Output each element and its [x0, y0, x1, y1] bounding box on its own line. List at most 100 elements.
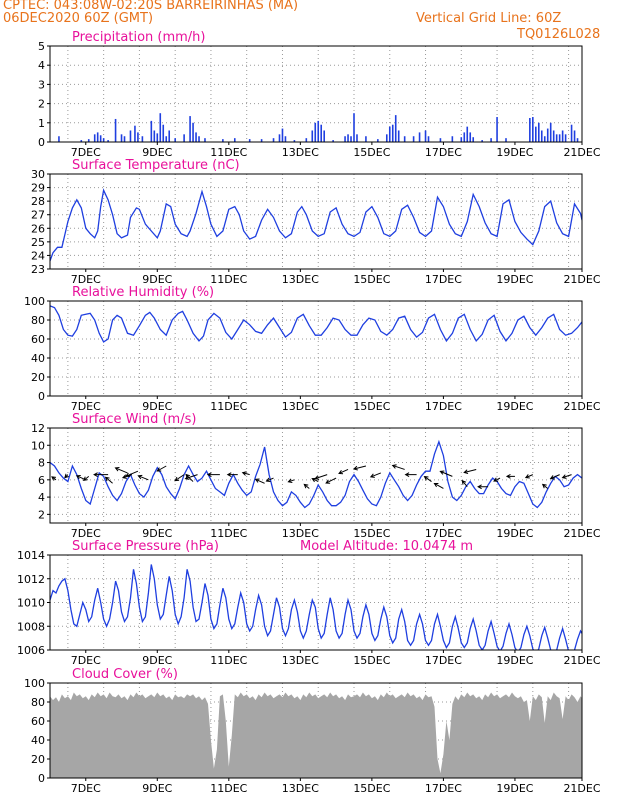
x-tick-label: 11DEC	[210, 146, 247, 159]
wind-vector	[93, 472, 109, 477]
x-tick-label: 11DEC	[210, 654, 247, 667]
wind-vector	[477, 484, 489, 490]
x-tick-label: 21DEC	[563, 527, 600, 540]
precip-bar	[311, 130, 314, 142]
y-tick-label: 1008	[17, 620, 45, 633]
precip-bar	[189, 116, 191, 142]
x-tick-label: 7DEC	[71, 654, 101, 667]
rh-line	[50, 305, 582, 343]
x-tick-label: 17DEC	[425, 527, 462, 540]
precip-bar	[469, 132, 472, 142]
precip-bar	[573, 130, 576, 142]
model-id: TQ0126L028	[517, 27, 601, 42]
panel-title: Cloud Cover (%)	[72, 667, 178, 682]
wind-vector	[104, 476, 113, 484]
precip-bar	[552, 130, 555, 142]
precip-bar	[463, 132, 466, 142]
y-tick-label: 0	[38, 390, 45, 403]
vertical-grid-note: Vertical Grid Line: 60Z	[416, 11, 562, 26]
precip-bar	[153, 130, 156, 142]
x-tick-label: 17DEC	[425, 400, 462, 413]
precip-bar	[204, 138, 206, 142]
precip-bar	[93, 134, 96, 142]
x-tick-label: 21DEC	[563, 146, 600, 159]
wind-vector	[352, 465, 367, 471]
y-tick-label: 1006	[17, 644, 45, 657]
y-tick-label: 80	[31, 696, 45, 709]
y-tick-label: 4	[38, 491, 45, 504]
wind-vector	[64, 473, 69, 479]
precip-bar	[350, 136, 352, 142]
y-tick-label: 2	[38, 98, 45, 111]
precip-bar	[168, 130, 171, 142]
y-tick-label: 26	[31, 222, 45, 235]
precip-bar	[102, 138, 105, 142]
y-tick-label: 60	[31, 715, 45, 728]
x-tick-label: 21DEC	[563, 782, 600, 795]
y-tick-label: 0	[38, 772, 45, 785]
y-tick-label: 1012	[17, 573, 45, 586]
cloud-panel: 0 20 40 60 80 100 7DEC 9DEC 11DEC 13DEC 15DEC 17DEC…	[24, 667, 601, 795]
x-tick-label: 15DEC	[353, 400, 390, 413]
precip-bar	[564, 134, 567, 142]
wind-vector	[338, 468, 349, 475]
x-tick-label: 15DEC	[353, 654, 390, 667]
wind-vector	[541, 483, 549, 489]
y-tick-label: 29	[31, 182, 45, 195]
rh-panel: 0 20 40 60 80 100 7DEC 9DEC 11DEC 13DEC 15DEC 17DEC…	[24, 285, 601, 413]
precip-bar	[356, 134, 358, 142]
wind-vector	[561, 474, 572, 479]
wind-vector	[287, 478, 295, 484]
wind-vector	[82, 475, 90, 482]
y-tick-label: 10	[31, 439, 45, 452]
y-tick-label: 28	[31, 195, 45, 208]
x-tick-label: 9DEC	[142, 654, 172, 667]
y-tick-label: 25	[31, 236, 45, 249]
x-tick-label: 9DEC	[142, 527, 172, 540]
precip-bar	[347, 134, 349, 142]
wind-panel: 2 4 6 8 10 12 7DEC 9DEC 11DEC 13DEC 15DEC 17DEC 19DE…	[31, 412, 601, 540]
wind-vector	[314, 474, 328, 480]
wind-vector	[325, 477, 337, 484]
precip-bar	[99, 135, 102, 142]
x-tick-label: 9DEC	[142, 146, 172, 159]
precip-bar	[529, 118, 531, 142]
precip-bar	[365, 136, 367, 142]
precip-bar	[332, 140, 334, 142]
precip-bar	[561, 130, 564, 142]
precip-bar	[555, 134, 558, 142]
y-tick-label: 100	[24, 677, 45, 690]
precip-bar	[546, 128, 549, 142]
precip-bar	[278, 134, 281, 142]
precip-bar	[137, 132, 139, 142]
x-tick-label: 17DEC	[425, 273, 462, 286]
temp-line	[50, 188, 582, 262]
x-tick-label: 15DEC	[353, 527, 390, 540]
precip-bar	[183, 134, 185, 142]
x-tick-label: 19DEC	[496, 273, 533, 286]
precip-bar	[114, 118, 117, 142]
precip-bar	[532, 117, 534, 142]
x-tick-label: 15DEC	[353, 273, 390, 286]
y-tick-label: 1	[38, 117, 45, 130]
wind-vector	[423, 475, 432, 482]
precip-bar	[460, 137, 463, 142]
precip-bar	[222, 139, 224, 142]
precip-bar	[150, 120, 153, 142]
wind-vector	[206, 472, 220, 477]
precip-bar	[233, 138, 236, 142]
precip-bar	[198, 136, 200, 142]
precip-bar	[96, 132, 99, 142]
x-tick-label: 19DEC	[496, 400, 533, 413]
precip-bar	[305, 138, 308, 142]
precip-bar	[129, 130, 132, 142]
y-tick-label: 27	[31, 209, 45, 222]
precip-bar	[165, 136, 168, 142]
x-tick-label: 9DEC	[142, 782, 172, 795]
precip-bar	[570, 124, 573, 142]
panel-title: Relative Humidity (%)	[72, 285, 214, 300]
y-tick-label: 100	[24, 295, 45, 308]
wind-vector	[391, 464, 405, 470]
